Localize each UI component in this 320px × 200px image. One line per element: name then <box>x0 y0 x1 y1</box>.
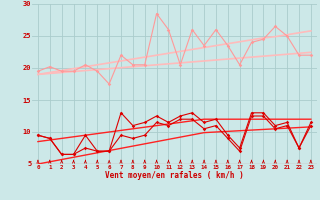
X-axis label: Vent moyen/en rafales ( km/h ): Vent moyen/en rafales ( km/h ) <box>105 171 244 180</box>
